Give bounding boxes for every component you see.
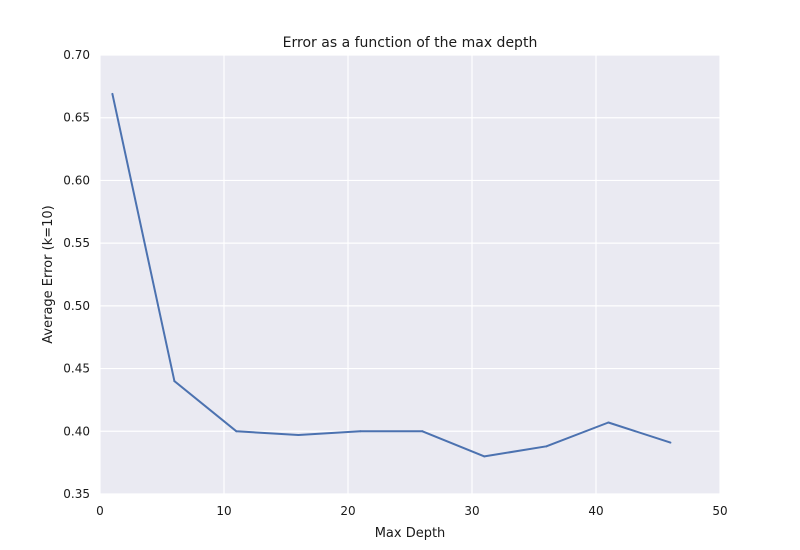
series-line (111, 93, 671, 458)
data-point (235, 430, 238, 433)
series-layer (111, 92, 672, 458)
y-tick-label: 0.65 (63, 111, 90, 125)
y-tick-label: 0.35 (63, 487, 90, 501)
y-axis: 0.35 0.40 0.45 0.50 0.55 0.60 0.65 0.70 (63, 48, 90, 501)
grid (99, 54, 721, 495)
y-tick-label: 0.50 (63, 299, 90, 313)
x-tick-label: 20 (340, 504, 355, 518)
y-tick-label: 0.55 (63, 236, 90, 250)
data-point (111, 92, 114, 95)
data-point (483, 455, 486, 458)
y-axis-title: Average Error (k=10) (41, 205, 56, 343)
x-axis: 0 10 20 30 40 50 (96, 504, 727, 518)
y-tick-label: 0.40 (63, 424, 90, 438)
data-point (173, 380, 176, 383)
x-tick-label: 50 (712, 504, 727, 518)
chart-title: Error as a function of the max depth (283, 35, 538, 51)
y-tick-label: 0.45 (63, 362, 90, 376)
x-axis-title: Max Depth (375, 526, 446, 541)
x-tick-label: 0 (96, 504, 104, 518)
data-point (297, 434, 300, 437)
x-tick-label: 10 (216, 504, 231, 518)
data-point (359, 430, 362, 433)
y-tick-label: 0.60 (63, 173, 90, 187)
x-tick-label: 40 (588, 504, 603, 518)
plot-area (100, 55, 720, 494)
data-point (545, 445, 548, 448)
data-point (421, 430, 424, 433)
y-tick-label: 0.70 (63, 48, 90, 62)
data-point (607, 421, 610, 424)
x-tick-label: 30 (464, 504, 479, 518)
data-point (669, 441, 672, 444)
